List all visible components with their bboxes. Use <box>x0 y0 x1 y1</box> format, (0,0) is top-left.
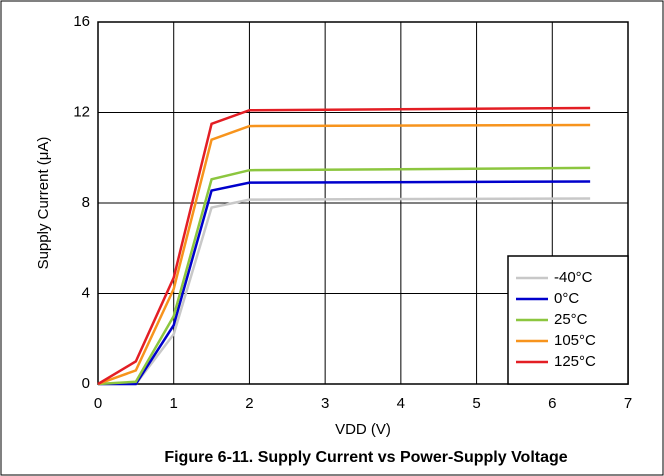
x-tick-label: 2 <box>245 395 253 412</box>
legend-label: -40°C <box>554 269 593 286</box>
data-line <box>97 166 591 386</box>
x-axis-label: VDD (V) <box>335 421 391 438</box>
x-tick-label: 7 <box>624 395 632 412</box>
y-tick-label: 0 <box>82 375 90 392</box>
legend-label: 105°C <box>554 332 596 349</box>
y-tick-label: 8 <box>82 194 90 211</box>
legend-label: 25°C <box>554 311 588 328</box>
x-tick-label: 0 <box>94 395 102 412</box>
data-line <box>97 123 591 386</box>
x-tick-label: 6 <box>548 395 556 412</box>
y-tick-label: 12 <box>73 103 90 120</box>
data-line <box>97 106 591 386</box>
chart-title: Figure 6-11. Supply Current vs Power-Sup… <box>164 449 567 466</box>
y-tick-label: 4 <box>82 284 90 301</box>
x-tick-label: 4 <box>397 395 405 412</box>
legend-label: 0°C <box>554 290 579 307</box>
x-tick-label: 1 <box>170 395 178 412</box>
x-tick-label: 3 <box>321 395 329 412</box>
x-tick-label: 5 <box>472 395 480 412</box>
data-line <box>98 180 591 386</box>
legend-label: 125°C <box>554 353 596 370</box>
plot-border <box>97 21 629 385</box>
y-tick-label: 16 <box>73 13 90 30</box>
y-axis-label: Supply Current (μA) <box>35 137 52 270</box>
